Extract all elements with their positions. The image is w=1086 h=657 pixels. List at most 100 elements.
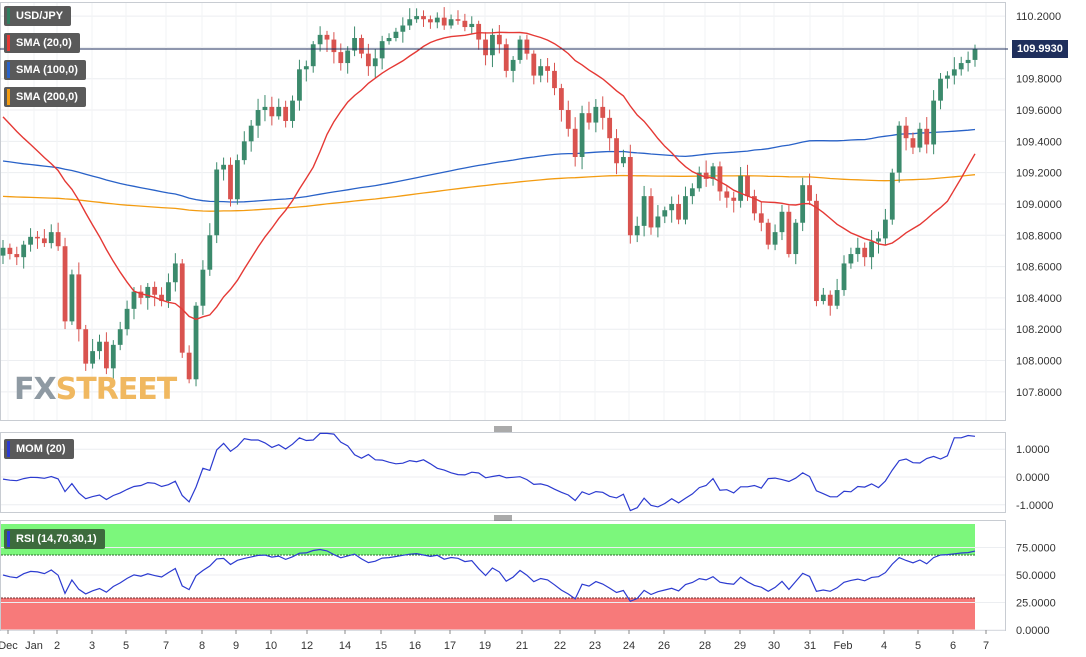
candle bbox=[607, 117, 613, 139]
candle bbox=[303, 66, 309, 70]
y-tick-label: 108.0000 bbox=[1016, 356, 1062, 368]
x-tick-label: 7 bbox=[163, 640, 169, 652]
candle bbox=[448, 19, 454, 26]
candle bbox=[621, 156, 626, 164]
candle bbox=[876, 238, 881, 242]
candle bbox=[221, 164, 226, 170]
candle bbox=[255, 110, 261, 126]
candle bbox=[683, 196, 688, 220]
x-tick-label: 31 bbox=[804, 640, 816, 652]
candle bbox=[276, 106, 282, 117]
candle bbox=[848, 254, 854, 264]
candle bbox=[262, 106, 268, 111]
candle bbox=[90, 351, 96, 364]
legend-rsi[interactable]: RSI (14,70,30,1) bbox=[4, 529, 105, 549]
candle bbox=[28, 236, 33, 245]
candle bbox=[765, 222, 771, 245]
candle bbox=[414, 16, 420, 20]
splitter-handle[interactable] bbox=[494, 426, 512, 432]
candle bbox=[207, 235, 213, 270]
candle bbox=[48, 232, 54, 244]
candle bbox=[910, 138, 916, 148]
candle bbox=[462, 20, 468, 28]
candle bbox=[834, 290, 840, 306]
candle bbox=[600, 106, 606, 118]
candle bbox=[945, 75, 950, 79]
candle bbox=[69, 274, 75, 322]
sma-200-line bbox=[2, 174, 976, 212]
rsi-oversold-zone bbox=[1, 598, 975, 630]
x-tick-label: 16 bbox=[409, 640, 421, 652]
y-tick-label: 108.8000 bbox=[1016, 230, 1062, 242]
candle bbox=[951, 69, 957, 76]
candle bbox=[131, 291, 137, 309]
candle bbox=[889, 172, 895, 220]
candle bbox=[917, 128, 923, 148]
candle bbox=[386, 38, 392, 42]
candle bbox=[807, 185, 812, 201]
fxstreet-watermark: FXSTREET bbox=[14, 372, 177, 407]
legend-sma100[interactable]: SMA (100,0) bbox=[4, 60, 86, 80]
candle bbox=[703, 172, 709, 179]
candle bbox=[324, 34, 330, 40]
candle bbox=[331, 39, 337, 53]
candle bbox=[372, 58, 378, 67]
y-tick-label: 109.4000 bbox=[1016, 136, 1062, 148]
rsi-overbought-zone bbox=[1, 524, 975, 555]
candle bbox=[469, 23, 475, 28]
candle bbox=[938, 78, 943, 101]
y-tick-label: 109.8000 bbox=[1016, 74, 1062, 86]
candle bbox=[172, 263, 178, 283]
x-tick-label: Jan bbox=[25, 640, 43, 652]
legend-mom[interactable]: MOM (20) bbox=[4, 439, 74, 459]
candle bbox=[662, 210, 668, 217]
x-tick-label: 3 bbox=[89, 640, 95, 652]
x-tick-label: 7 bbox=[983, 640, 989, 652]
legend-usdjpy[interactable]: USD/JPY bbox=[4, 6, 72, 26]
y-tick-label: 50.0000 bbox=[1016, 570, 1056, 582]
candle bbox=[503, 44, 509, 71]
candle bbox=[696, 172, 702, 189]
candle bbox=[779, 211, 785, 233]
candle bbox=[627, 156, 633, 236]
x-tick-label: 26 bbox=[658, 640, 670, 652]
mom-line bbox=[2, 432, 976, 512]
legend-sma20[interactable]: SMA (20,0) bbox=[4, 33, 80, 53]
candle bbox=[434, 17, 440, 23]
candle bbox=[882, 219, 888, 239]
x-tick-label: 19 bbox=[479, 640, 491, 652]
candle bbox=[655, 216, 661, 228]
candle bbox=[586, 113, 592, 123]
x-tick-label: 14 bbox=[339, 640, 351, 652]
candle bbox=[110, 344, 116, 369]
y-tick-label: 1.0000 bbox=[1016, 444, 1050, 456]
candle bbox=[83, 329, 89, 364]
x-tick-label: 8 bbox=[199, 640, 205, 652]
candle bbox=[841, 263, 847, 291]
y-tick-label: 0.0000 bbox=[1016, 625, 1050, 637]
candle bbox=[214, 169, 220, 236]
y-tick-label: 107.8000 bbox=[1016, 387, 1062, 399]
candle bbox=[138, 291, 144, 298]
rsi-line bbox=[2, 548, 976, 603]
candle bbox=[159, 294, 164, 302]
candle bbox=[290, 100, 295, 121]
splitter-handle[interactable] bbox=[494, 515, 512, 521]
x-tick-label: 10 bbox=[265, 640, 277, 652]
candle bbox=[641, 196, 647, 226]
candle bbox=[869, 241, 874, 258]
x-tick-label: 4 bbox=[881, 640, 887, 652]
candle bbox=[76, 274, 82, 330]
candle bbox=[145, 286, 151, 298]
x-axis: Dec Jan 2 3 5 7 8 9 10 12 14 15 16 17 19 21 22 23 24 26 28 29… bbox=[0, 630, 989, 652]
candle bbox=[717, 166, 723, 192]
candle bbox=[862, 247, 868, 258]
grid bbox=[1, 547, 1005, 631]
sma-200-series bbox=[2, 174, 976, 212]
legend-sma200[interactable]: SMA (200,0) bbox=[4, 87, 86, 107]
candle bbox=[579, 113, 585, 157]
candle bbox=[524, 39, 530, 54]
candle bbox=[228, 164, 233, 200]
candle bbox=[393, 31, 399, 39]
